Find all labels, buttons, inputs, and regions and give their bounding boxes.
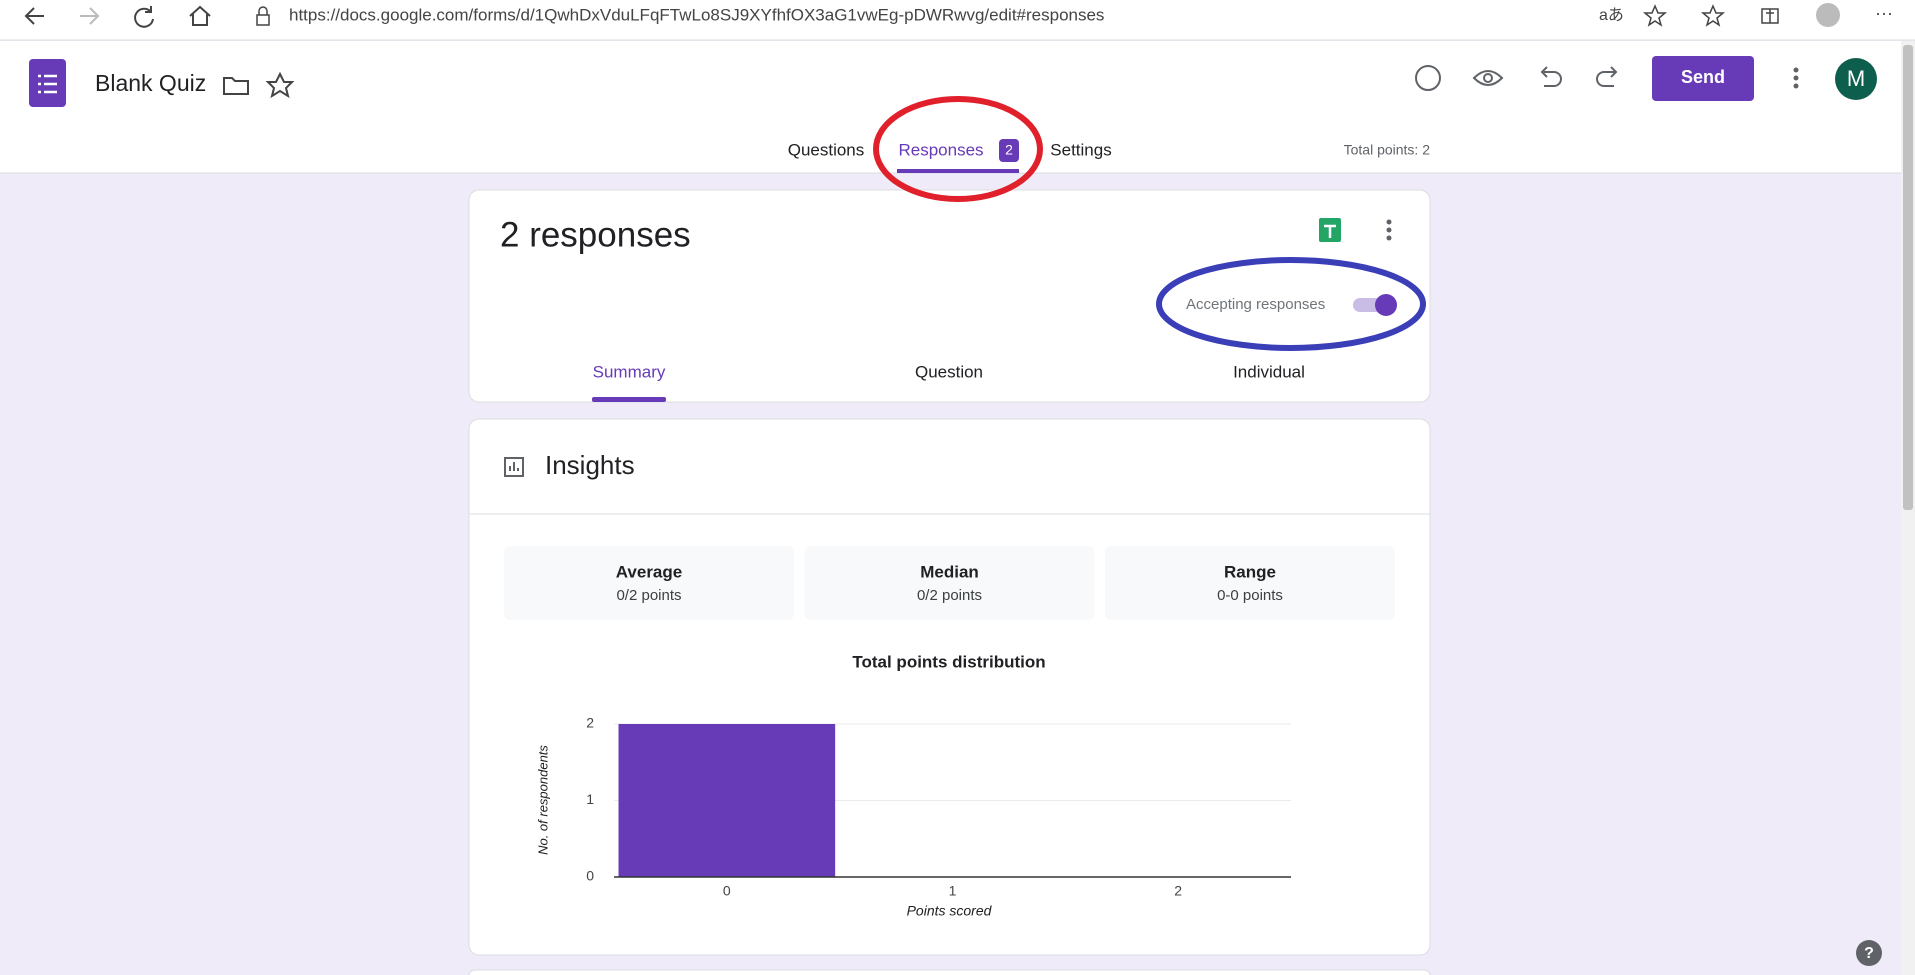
y-axis-label: No. of respondents: [535, 745, 550, 855]
x-tick-label: 1: [949, 883, 957, 899]
toggle-knob: [1375, 294, 1397, 316]
insights-icon: [504, 457, 524, 477]
subtab-question[interactable]: Question: [915, 362, 983, 381]
y-tick-label: 0: [586, 868, 594, 884]
y-tick-label: 2: [586, 715, 594, 731]
insights-title: Insights: [545, 450, 635, 480]
preview-button[interactable]: [1472, 70, 1504, 86]
stat-label: Average: [616, 562, 682, 581]
stat-label: Range: [1224, 562, 1276, 581]
tab-responses[interactable]: Responses: [898, 140, 983, 159]
bar: [618, 724, 836, 877]
x-axis-label: Points scored: [907, 903, 993, 919]
subtab-summary[interactable]: Summary: [593, 362, 666, 381]
subtab-underline: [592, 397, 666, 402]
insights-card: [468, 418, 1431, 956]
preview-pupil: [1483, 73, 1493, 83]
tab-settings[interactable]: Settings: [1050, 140, 1111, 159]
send-label: Send: [1681, 67, 1725, 87]
undo-button[interactable]: [1540, 66, 1562, 87]
total-points: Total points: 2: [1344, 142, 1431, 158]
subtab-individual[interactable]: Individual: [1233, 362, 1305, 381]
stat-value: 0/2 points: [616, 587, 681, 604]
home-button[interactable]: [189, 5, 211, 26]
next-card: [468, 969, 1431, 975]
scrollbar-thumb[interactable]: [1903, 45, 1913, 510]
forward-button[interactable]: [80, 7, 100, 25]
stat-value: 0/2 points: [917, 587, 982, 604]
form-title[interactable]: Blank Quiz: [95, 70, 206, 96]
highlight-ellipse: [873, 96, 1043, 202]
reload-button[interactable]: [134, 6, 154, 28]
tab-underline: [897, 169, 1019, 173]
profile-button[interactable]: [1816, 3, 1840, 27]
stat-box: [1105, 546, 1395, 620]
highlight-ellipse: [1156, 257, 1426, 351]
responses-count: 2 responses: [500, 215, 691, 254]
form-header: [0, 41, 1901, 173]
browser-bar: [0, 0, 1915, 40]
back-button[interactable]: [24, 7, 44, 25]
x-tick-label: 2: [1174, 883, 1182, 899]
collections-button[interactable]: [1761, 8, 1779, 24]
favorite-button[interactable]: [1642, 4, 1668, 27]
card-more-button[interactable]: [1386, 219, 1392, 241]
send-button[interactable]: [1652, 56, 1754, 101]
menu-button[interactable]: ···: [1875, 3, 1893, 23]
favorites-button[interactable]: [1700, 4, 1726, 27]
y-tick-label: 1: [586, 791, 594, 807]
more-button[interactable]: [1793, 67, 1799, 89]
chart: Total points distribution 0 1 2 0 1 2 Points sc…: [535, 652, 1291, 919]
stat-label: Median: [920, 562, 979, 581]
x-tick-label: 0: [723, 883, 731, 899]
stat-value: 0-0 points: [1217, 587, 1283, 604]
avatar[interactable]: [1835, 58, 1877, 100]
stat-box: [504, 546, 794, 620]
responses-card: [468, 189, 1431, 403]
palette-button[interactable]: [1415, 65, 1441, 91]
responses-badge: [999, 139, 1019, 162]
url[interactable]: https://docs.google.com/forms/d/1QwhDxVd…: [289, 5, 1104, 24]
redo-button[interactable]: [1596, 66, 1618, 87]
accepting-label: Accepting responses: [1186, 296, 1325, 313]
avatar-letter: M: [1847, 66, 1865, 91]
star-button[interactable]: [265, 71, 295, 99]
lock-icon: [256, 6, 270, 26]
stat-box: [804, 546, 1095, 620]
badge-count: 2: [1005, 142, 1013, 158]
read-aloud[interactable]: aあ: [1599, 6, 1624, 24]
stats: Average 0/2 points Median 0/2 points Range 0-…: [504, 546, 1395, 620]
help-button[interactable]: [1856, 940, 1882, 966]
chart-title: Total points distribution: [852, 652, 1045, 671]
tab-questions[interactable]: Questions: [788, 140, 865, 159]
forms-icon-lines: [38, 74, 57, 94]
sheets-icon: [1324, 224, 1336, 238]
folder-button[interactable]: [223, 77, 249, 95]
help-icon: ?: [1864, 945, 1874, 962]
